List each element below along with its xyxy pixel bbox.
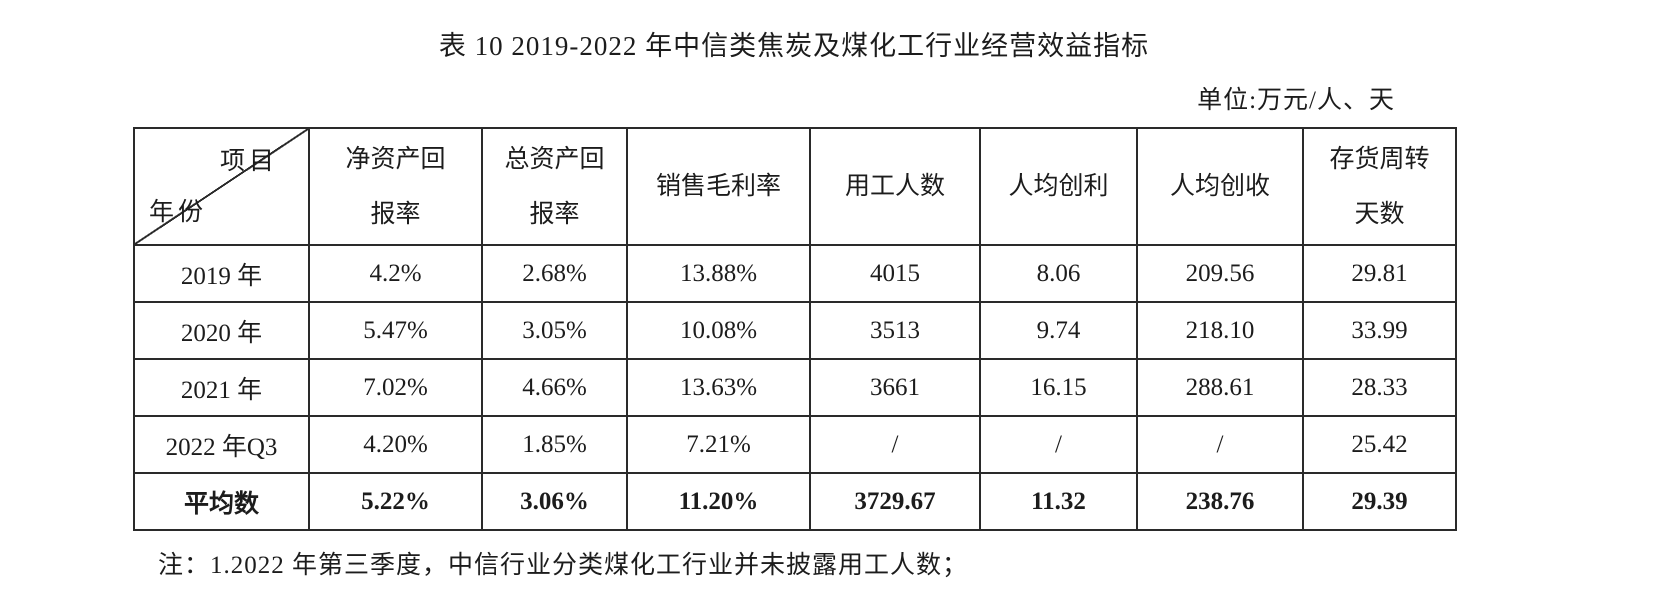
row-label: 平均数 [133, 472, 310, 531]
corner-header-cell: 项目 年份 [133, 127, 310, 246]
table-cell: 5.22% [308, 472, 483, 531]
row-label: 2019 年 [133, 244, 310, 303]
table-cell: 13.88% [626, 244, 811, 303]
table-cell: 10.08% [626, 301, 811, 360]
table-row-average: 平均数 5.22% 3.06% 11.20% 3729.67 11.32 238… [133, 472, 1457, 531]
corner-label-year: 年份 [149, 199, 208, 226]
column-header: 销售毛利率 [626, 127, 811, 246]
table-cell: 28.33 [1302, 358, 1457, 417]
footnote: 注：1.2022 年第三季度，中信行业分类煤化工行业并未披露用工人数； [158, 552, 969, 579]
table-cell: / [809, 415, 981, 474]
table-cell: 2.68% [481, 244, 628, 303]
table-cell: 8.06 [979, 244, 1138, 303]
row-label: 2020 年 [133, 301, 310, 360]
table-cell: 33.99 [1302, 301, 1457, 360]
table-title: 表 10 2019-2022 年中信类焦炭及煤化工行业经营效益指标 [438, 31, 1150, 61]
table-cell: 9.74 [979, 301, 1138, 360]
table-cell: 288.61 [1136, 358, 1304, 417]
table-cell: 218.10 [1136, 301, 1304, 360]
table-cell: 4015 [809, 244, 981, 303]
table-cell: 4.66% [481, 358, 628, 417]
table-cell: 16.15 [979, 358, 1138, 417]
table-cell: / [979, 415, 1138, 474]
column-header: 人均创利 [979, 127, 1138, 246]
table-cell: 3513 [809, 301, 981, 360]
table-cell: 238.76 [1136, 472, 1304, 531]
corner-label-item: 项目 [219, 148, 278, 175]
table-cell: / [1136, 415, 1304, 474]
table-cell: 4.2% [308, 244, 483, 303]
table-row: 2019 年 4.2% 2.68% 13.88% 4015 8.06 209.5… [133, 244, 1457, 303]
table-cell: 4.20% [308, 415, 483, 474]
row-label: 2021 年 [133, 358, 310, 417]
table-cell: 3.06% [481, 472, 628, 531]
table-cell: 7.02% [308, 358, 483, 417]
column-header: 用工人数 [809, 127, 981, 246]
data-table: 项目 年份 净资产回 报率 总资产回 报率 销售毛利率 用工人数 人均创利 人均… [133, 127, 1457, 531]
table-cell: 29.81 [1302, 244, 1457, 303]
table-row: 2020 年 5.47% 3.05% 10.08% 3513 9.74 218.… [133, 301, 1457, 360]
table-cell: 13.63% [626, 358, 811, 417]
table-cell: 25.42 [1302, 415, 1457, 474]
table-cell: 3729.67 [809, 472, 981, 531]
table-cell: 29.39 [1302, 472, 1457, 531]
column-header: 净资产回 报率 [308, 127, 483, 246]
table-cell: 1.85% [481, 415, 628, 474]
header-row: 项目 年份 净资产回 报率 总资产回 报率 销售毛利率 用工人数 人均创利 人均… [133, 127, 1457, 246]
table-cell: 11.32 [979, 472, 1138, 531]
table-cell: 5.47% [308, 301, 483, 360]
table-row: 2021 年 7.02% 4.66% 13.63% 3661 16.15 288… [133, 358, 1457, 417]
table-cell: 11.20% [626, 472, 811, 531]
unit-label: 单位:万元/人、天 [1197, 87, 1395, 114]
table-cell: 209.56 [1136, 244, 1304, 303]
table-cell: 3661 [809, 358, 981, 417]
column-header: 存货周转 天数 [1302, 127, 1457, 246]
table-cell: 7.21% [626, 415, 811, 474]
column-header: 人均创收 [1136, 127, 1304, 246]
table-row: 2022 年Q3 4.20% 1.85% 7.21% / / / 25.42 [133, 415, 1457, 474]
table-cell: 3.05% [481, 301, 628, 360]
row-label: 2022 年Q3 [133, 415, 310, 474]
column-header: 总资产回 报率 [481, 127, 628, 246]
